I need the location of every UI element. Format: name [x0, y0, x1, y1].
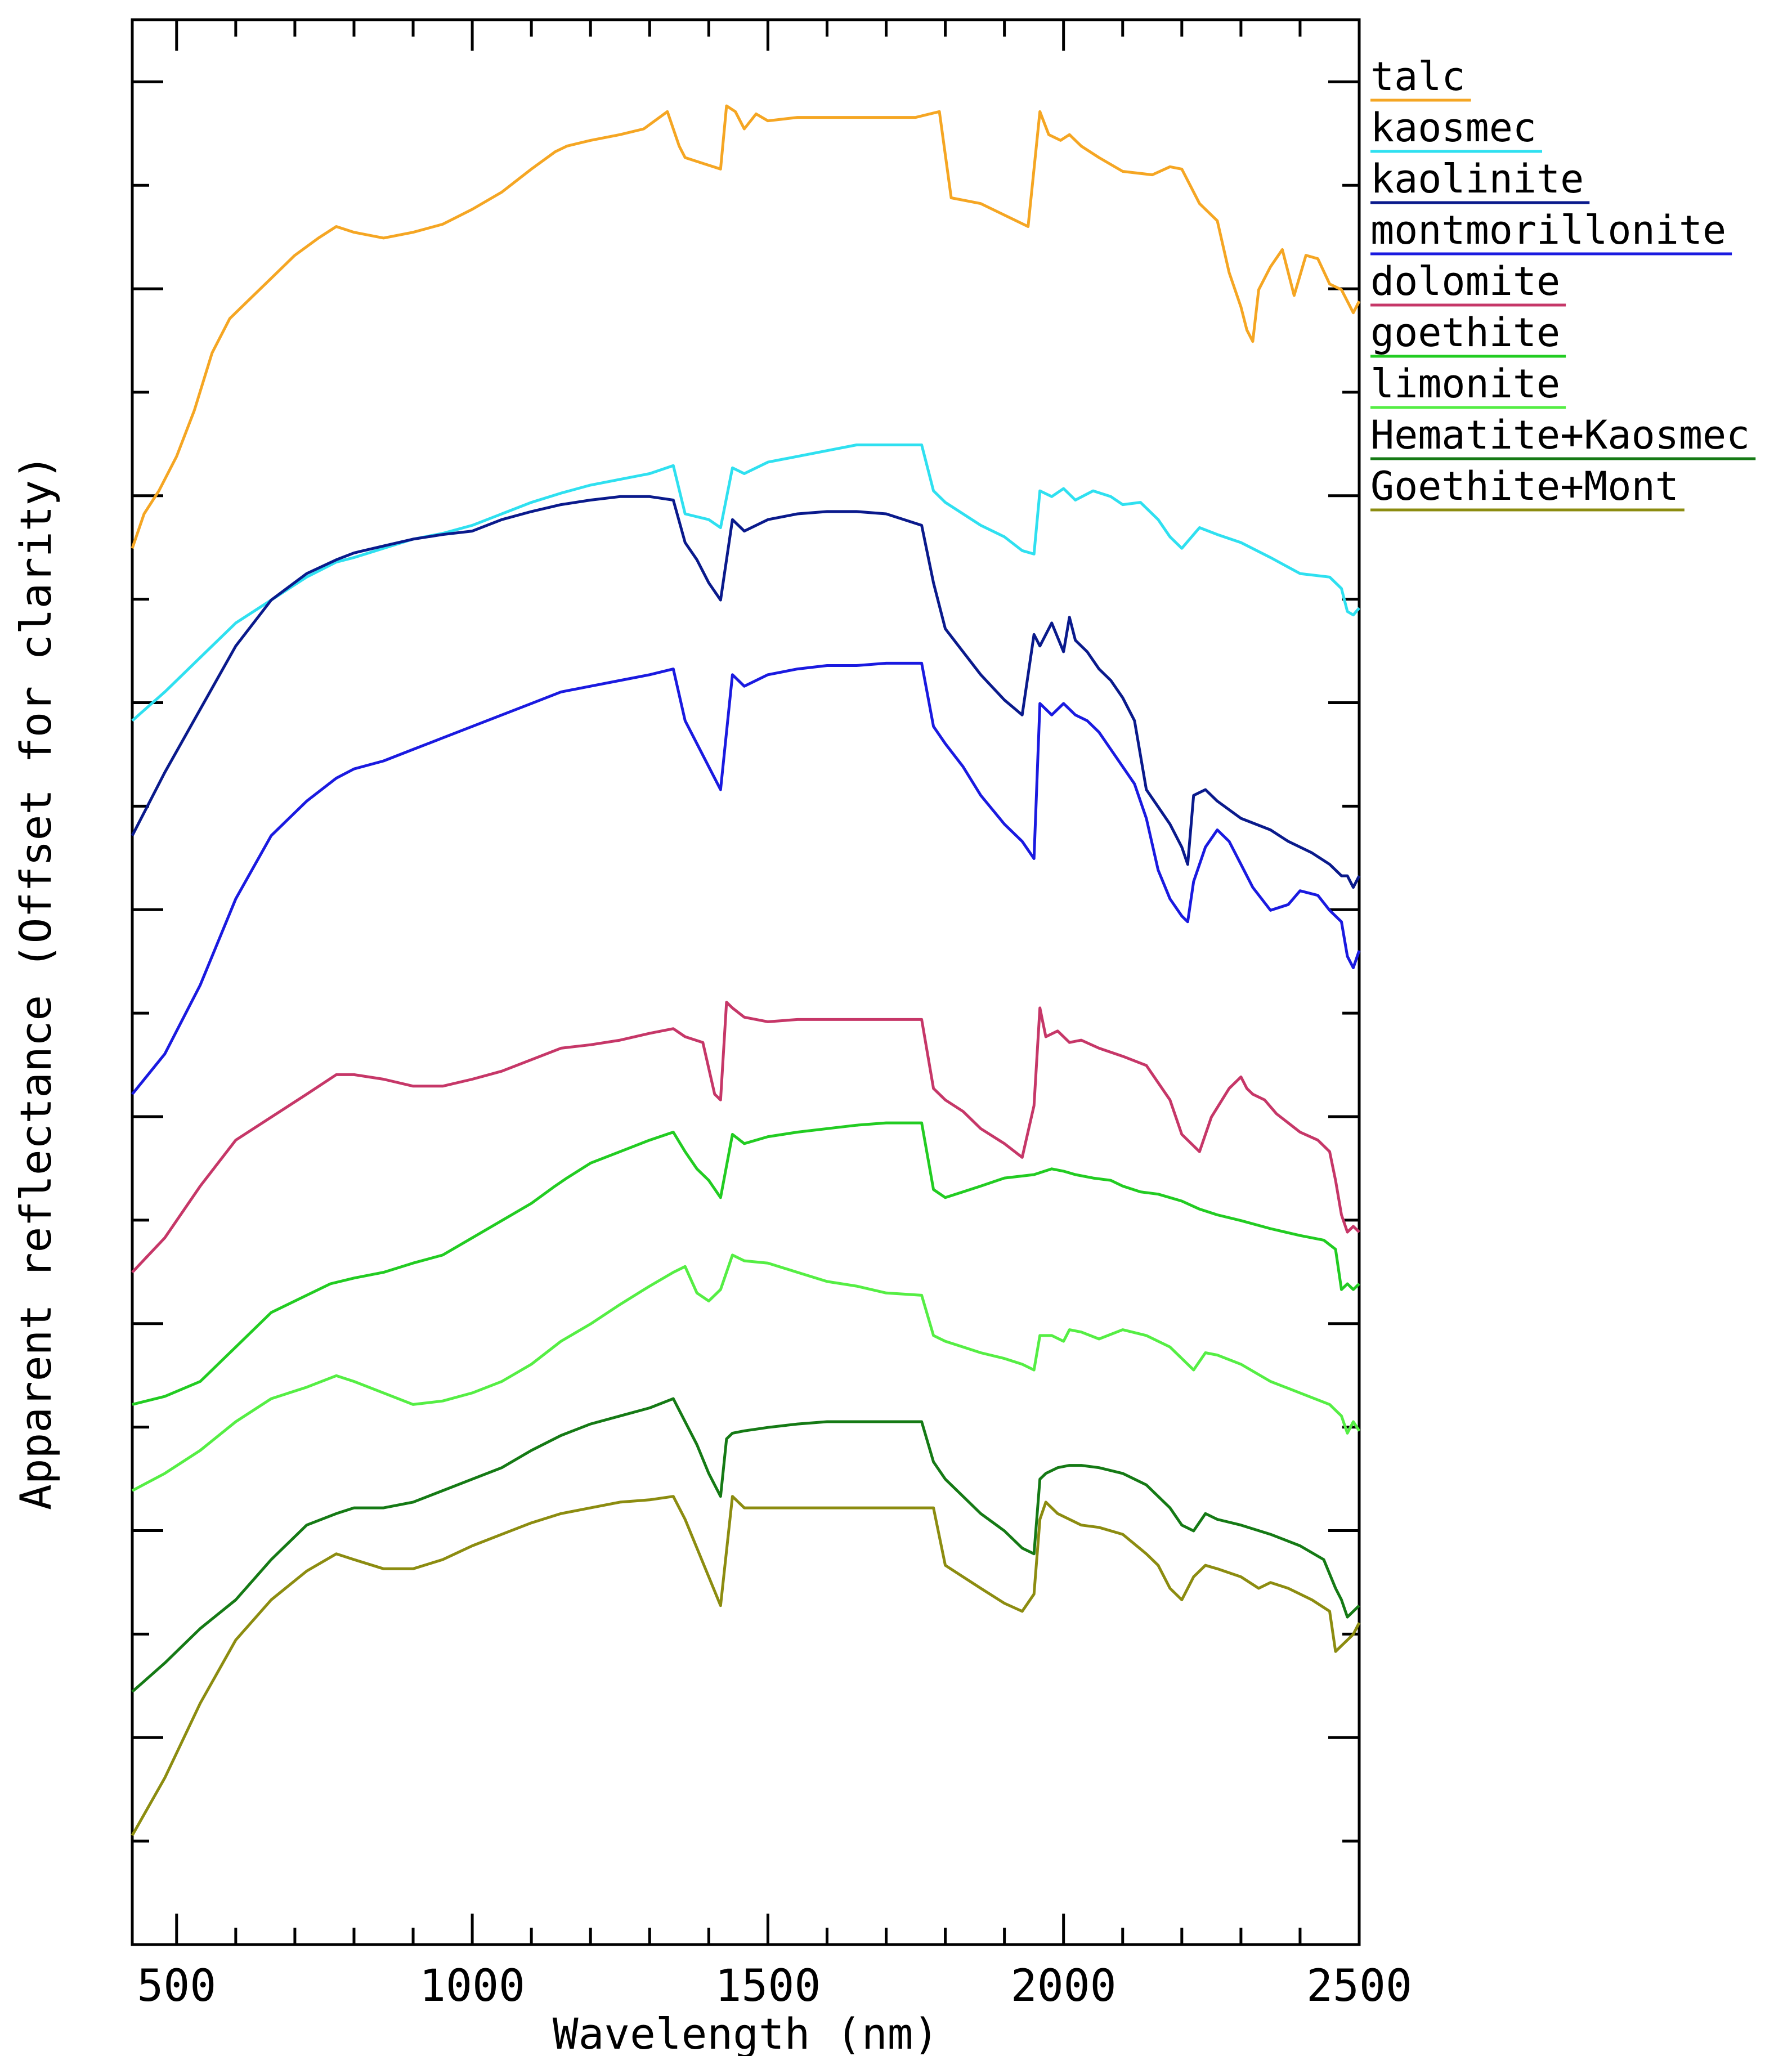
series-line-dolomite — [131, 1001, 1360, 1274]
axis-ticks — [132, 20, 1361, 1945]
series-layer — [131, 104, 1361, 1836]
x-tick-labels: 500 1000 1500 2000 2500 — [137, 1961, 1412, 2012]
series-line-montmorillonite — [131, 661, 1361, 1095]
y-axis-label: Apparent reflectance (Offset for clarity… — [11, 454, 61, 1510]
x-tick-label: 1000 — [419, 1961, 525, 2012]
series-line-goethite — [132, 1121, 1360, 1406]
series-line-talc — [131, 104, 1361, 549]
legend-entry: talc — [1370, 53, 1466, 100]
x-tick-label: 500 — [137, 1961, 216, 2012]
series-line-goethite-mont — [131, 1495, 1361, 1836]
x-axis-label: Wavelength (nm) — [553, 2009, 939, 2056]
x-tick-label: 2500 — [1306, 1961, 1412, 2012]
legend-entry: kaosmec — [1370, 105, 1536, 151]
series-line-kaolinite — [131, 495, 1361, 889]
x-tick-label: 1500 — [715, 1961, 821, 2012]
series-line-hematite-kaosmec — [131, 1397, 1360, 1693]
legend-entry: Goethite+Mont — [1370, 463, 1679, 509]
legend-entry: limonite — [1370, 361, 1560, 407]
plot-frame — [131, 18, 1361, 1946]
series-line-kaosmec — [131, 444, 1360, 722]
legend-entry: Hematite+Kaosmec — [1370, 412, 1750, 458]
legend-entry: montmorillonite — [1370, 207, 1726, 253]
series-line-limonite — [131, 1253, 1361, 1492]
legend: talc kaosmec kaolinite montmorillonite dolom… — [1370, 53, 1756, 512]
legend-entry: dolomite — [1370, 258, 1560, 304]
legend-entry: goethite — [1370, 310, 1560, 356]
x-tick-label: 2000 — [1011, 1961, 1117, 2012]
legend-entry: kaolinite — [1370, 156, 1584, 202]
